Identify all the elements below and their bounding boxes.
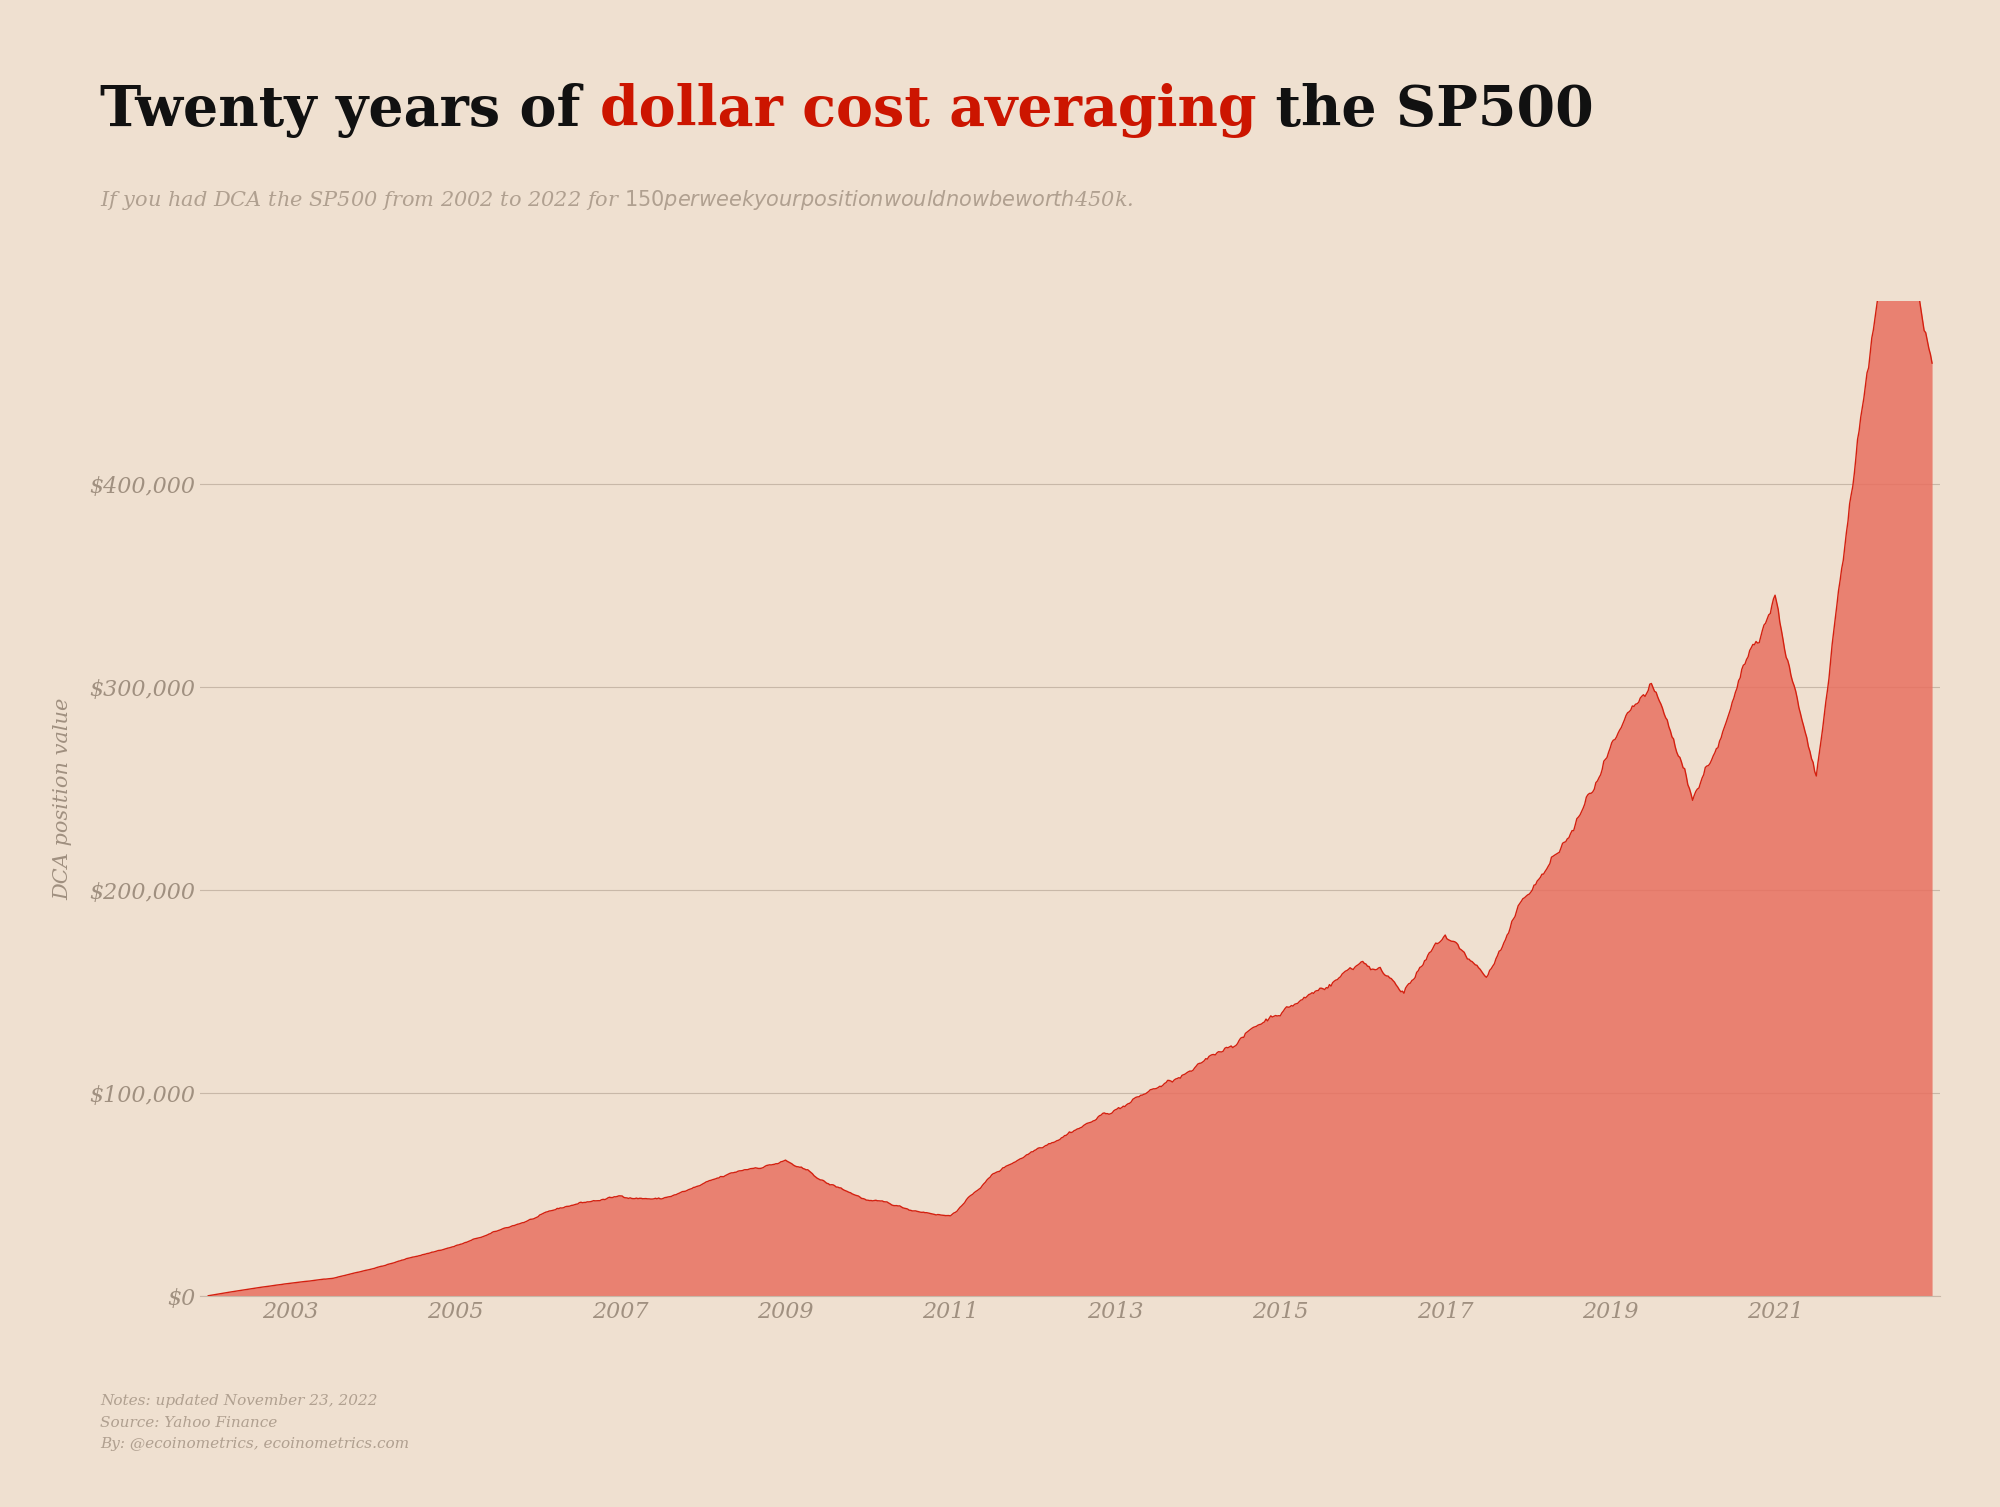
- Text: Twenty years of: Twenty years of: [100, 83, 600, 137]
- Text: the SP500: the SP500: [1256, 83, 1594, 137]
- Text: If you had DCA the SP500 from 2002 to 2022 for $150 per week your position would: If you had DCA the SP500 from 2002 to 20…: [100, 188, 1134, 212]
- Text: dollar cost averaging: dollar cost averaging: [600, 83, 1256, 137]
- Text: Notes: updated November 23, 2022
Source: Yahoo Finance
By: @ecoinometrics, ecoin: Notes: updated November 23, 2022 Source:…: [100, 1394, 410, 1451]
- Y-axis label: DCA position value: DCA position value: [54, 698, 72, 900]
